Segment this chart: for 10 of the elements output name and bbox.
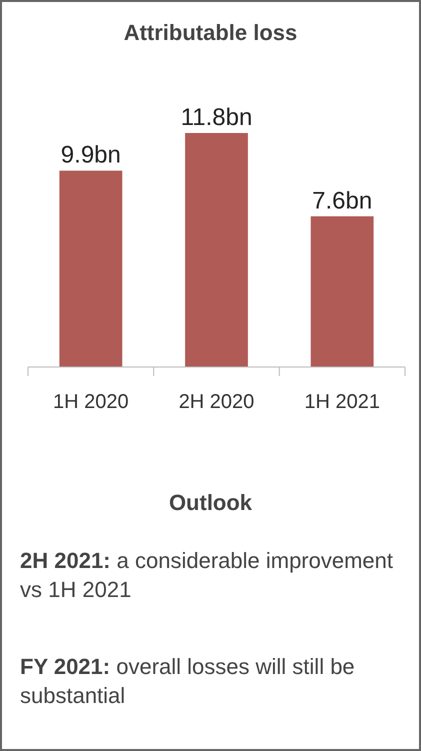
text: FY 2021: overall losses will still be substantial [20,654,355,708]
x-tick-label: 1H 2020 [53,391,129,413]
text: Outlook [168,490,253,515]
text: 2H 2021: a considerable improvement vs 1H 2021 [20,548,394,602]
data-label: 11.8bn [180,104,252,131]
chart-title: Attributable loss [124,20,298,45]
x-tick-label: 2H 2020 [178,391,254,413]
data-label: 9.9bn [60,142,121,169]
x-tick-label: 1H 2021 [304,391,380,413]
data-label: 7.6bn [312,187,372,214]
